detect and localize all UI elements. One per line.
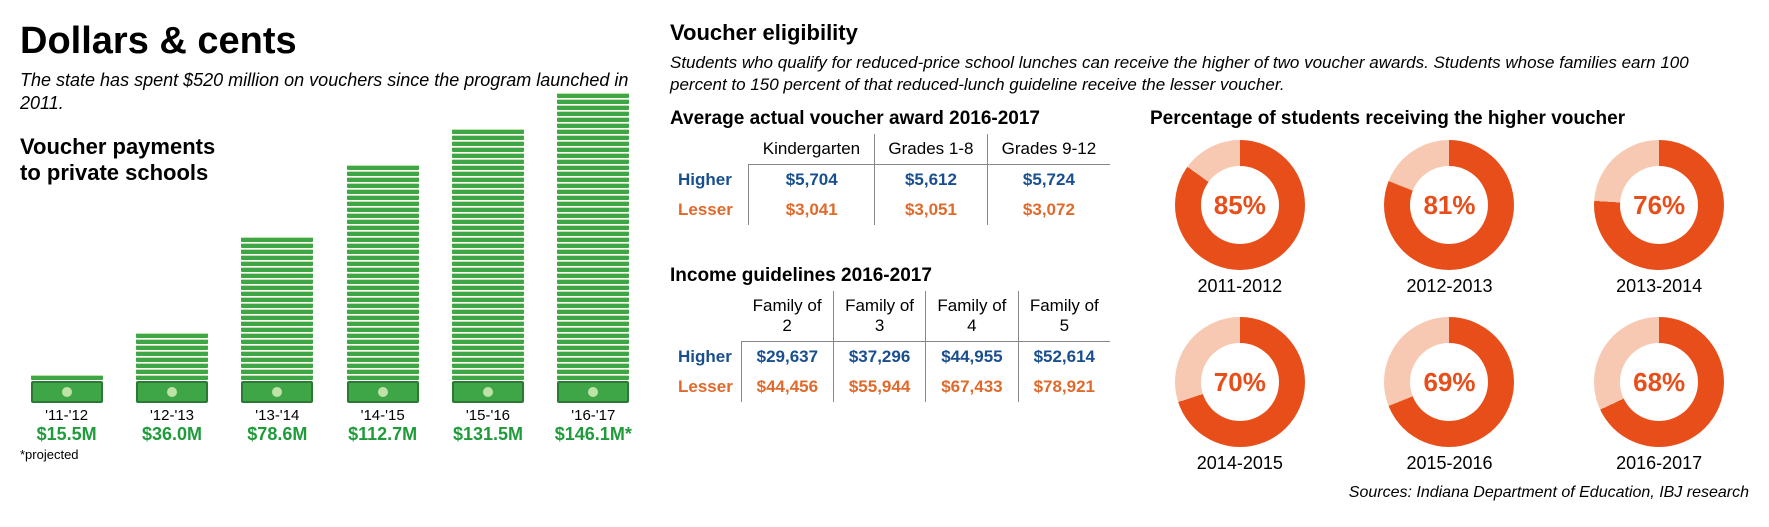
table-cell: $37,296	[833, 342, 925, 373]
table-cell: $3,041	[749, 195, 875, 225]
table-cell: $78,921	[1018, 372, 1110, 402]
donut-percent-label: 85%	[1214, 190, 1266, 221]
donut-chart: 69%	[1384, 317, 1514, 447]
table-cell: $29,637	[741, 342, 833, 373]
donut-item: 70% 2014-2015	[1150, 317, 1330, 474]
main-title: Dollars & cents	[20, 20, 640, 63]
table-row: Higher$29,637$37,296$44,955$52,614	[670, 342, 1110, 373]
table-column-header: Family of 4	[926, 291, 1018, 342]
donuts-title: Percentage of students receiving the hig…	[1150, 108, 1749, 130]
bar-value-label: $15.5M	[37, 424, 97, 445]
bar-column: '12-'13$36.0M	[125, 123, 218, 445]
sources-text: Sources: Indiana Department of Education…	[1150, 484, 1749, 502]
bar-value-label: $146.1M*	[555, 424, 632, 445]
table-cell: $5,704	[749, 165, 875, 196]
bar-value-label: $112.7M	[348, 424, 417, 445]
donut-item: 68% 2016-2017	[1569, 317, 1749, 474]
left-panel: Dollars & cents The state has spent $520…	[20, 20, 640, 502]
donut-percent-label: 76%	[1633, 190, 1685, 221]
bar-chart-footnote: *projected	[20, 447, 640, 462]
bar-year-label: '14-'15	[361, 407, 405, 424]
donut-chart: 68%	[1594, 317, 1724, 447]
table-column-header: Family of 5	[1018, 291, 1110, 342]
donut-grid: 85% 2011-2012 81% 2012-2013 76% 2013-2014 70% 2…	[1150, 140, 1749, 474]
table-cell: $55,944	[833, 372, 925, 402]
money-stack-icon	[241, 237, 313, 403]
award-table-title: Average actual voucher award 2016-2017	[670, 108, 1110, 130]
money-stack-icon	[557, 93, 629, 403]
income-table-title: Income guidelines 2016-2017	[670, 265, 1110, 287]
table-cell: $3,072	[987, 195, 1110, 225]
bar-value-label: $131.5M	[453, 424, 523, 445]
donut-chart: 81%	[1384, 140, 1514, 270]
table-cell: $3,051	[875, 195, 988, 225]
donut-chart: 76%	[1594, 140, 1724, 270]
table-row-header: Higher	[670, 342, 741, 373]
donut-year-label: 2012-2013	[1406, 276, 1492, 297]
eligibility-subtitle: Students who qualify for reduced-price s…	[670, 52, 1749, 96]
money-stack-icon	[136, 333, 208, 403]
bar-year-label: '11-'12	[45, 407, 88, 424]
bar-column: '14-'15$112.7M	[336, 123, 429, 445]
bar-year-label: '15-'16	[466, 407, 510, 424]
table-cell: $67,433	[926, 372, 1018, 402]
table-cell: $52,614	[1018, 342, 1110, 373]
bar-value-label: $36.0M	[142, 424, 202, 445]
table-cell: $44,456	[741, 372, 833, 402]
income-table: Family of 2Family of 3Family of 4Family …	[670, 291, 1110, 402]
money-stack-icon	[452, 129, 524, 403]
table-cell: $44,955	[926, 342, 1018, 373]
bar-column: '13-'14$78.6M	[231, 123, 324, 445]
award-table: KindergartenGrades 1-8Grades 9-12Higher$…	[670, 134, 1110, 225]
bar-value-label: $78.6M	[247, 424, 307, 445]
table-row-header: Lesser	[670, 195, 749, 225]
donut-year-label: 2013-2014	[1616, 276, 1702, 297]
table-row-header: Lesser	[670, 372, 741, 402]
table-column-header: Grades 1-8	[875, 134, 988, 165]
table-row-header: Higher	[670, 165, 749, 196]
donut-percent-label: 68%	[1633, 367, 1685, 398]
donut-item: 85% 2011-2012	[1150, 140, 1330, 297]
table-column-header: Kindergarten	[749, 134, 875, 165]
main-subtitle: The state has spent $520 million on vouc…	[20, 69, 640, 116]
donut-percent-label: 81%	[1423, 190, 1475, 221]
bar-column: '16-'17$146.1M*	[547, 123, 640, 445]
donut-item: 69% 2015-2016	[1360, 317, 1540, 474]
bar-column: '15-'16$131.5M	[441, 123, 534, 445]
table-cell: $5,612	[875, 165, 988, 196]
donut-chart: 70%	[1175, 317, 1305, 447]
table-cell: $5,724	[987, 165, 1110, 196]
tables-panel: Average actual voucher award 2016-2017 K…	[670, 108, 1110, 502]
donut-year-label: 2015-2016	[1406, 453, 1492, 474]
table-row: Lesser$3,041$3,051$3,072	[670, 195, 1110, 225]
bar-year-label: '12-'13	[150, 407, 194, 424]
donuts-panel: Percentage of students receiving the hig…	[1150, 108, 1749, 502]
table-column-header: Grades 9-12	[987, 134, 1110, 165]
bar-year-label: '13-'14	[255, 407, 299, 424]
donut-year-label: 2016-2017	[1616, 453, 1702, 474]
donut-percent-label: 69%	[1423, 367, 1475, 398]
money-stack-icon	[347, 165, 419, 403]
donut-item: 81% 2012-2013	[1360, 140, 1540, 297]
donut-chart: 85%	[1175, 140, 1305, 270]
bar-chart: '11-'12$15.5M '12-'13$36.0M '13-'14$78.6M '…	[20, 135, 640, 445]
donut-item: 76% 2013-2014	[1569, 140, 1749, 297]
bar-year-label: '16-'17	[571, 407, 615, 424]
table-column-header: Family of 2	[741, 291, 833, 342]
donut-percent-label: 70%	[1214, 367, 1266, 398]
donut-year-label: 2014-2015	[1197, 453, 1283, 474]
money-stack-icon	[31, 375, 103, 403]
table-row: Lesser$44,456$55,944$67,433$78,921	[670, 372, 1110, 402]
bar-column: '11-'12$15.5M	[20, 123, 113, 445]
eligibility-heading: Voucher eligibility	[670, 20, 1749, 46]
table-column-header: Family of 3	[833, 291, 925, 342]
table-row: Higher$5,704$5,612$5,724	[670, 165, 1110, 196]
donut-year-label: 2011-2012	[1197, 276, 1282, 297]
